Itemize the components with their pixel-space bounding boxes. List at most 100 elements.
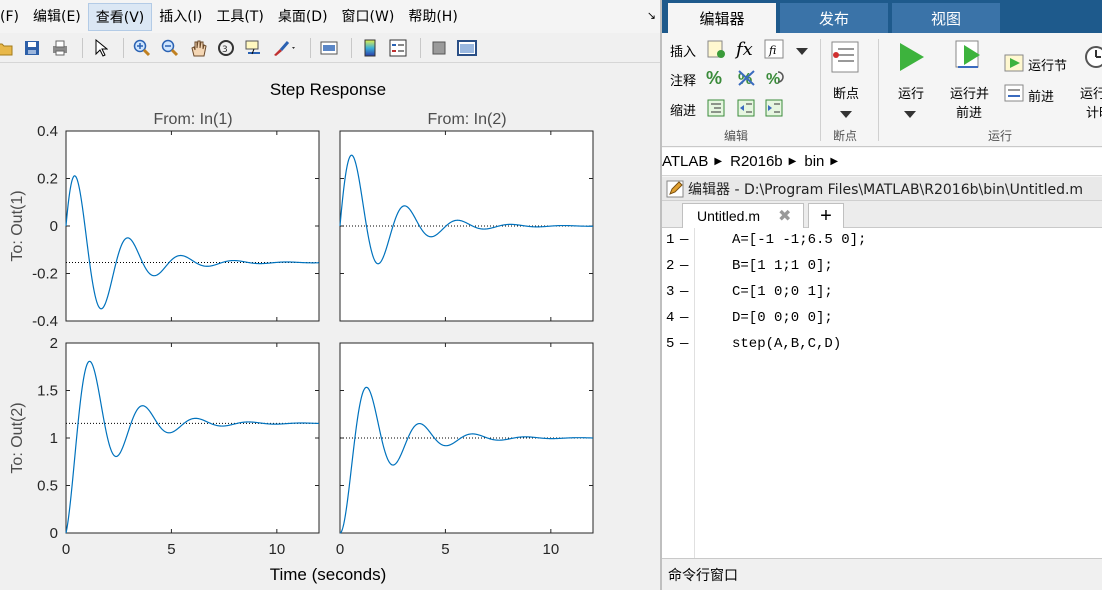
open-file-icon[interactable] <box>0 36 16 60</box>
line-number: 5 <box>666 336 675 352</box>
run-advance-label-2[interactable]: 前进 <box>956 106 983 121</box>
link-plot-icon[interactable] <box>317 36 341 60</box>
save-icon[interactable] <box>20 36 44 60</box>
new-tab-button[interactable]: + <box>808 203 844 228</box>
breakpoints-icon[interactable] <box>830 41 860 78</box>
run-advance-label-1[interactable]: 运行并 <box>950 87 990 102</box>
tab-editor[interactable]: 编辑器 <box>668 3 776 33</box>
dock-arrow-icon[interactable]: ↘ <box>646 9 656 22</box>
rotate-3d-icon[interactable]: 3 <box>214 36 238 60</box>
insert-label[interactable]: 插入 <box>670 45 697 60</box>
svg-text:fi: fi <box>768 44 776 57</box>
smart-indent-icon[interactable] <box>706 98 726 123</box>
breadcrumb-arrow-icon[interactable]: ▶ <box>830 156 839 167</box>
svg-text:3: 3 <box>222 45 228 55</box>
run-timed-label-1[interactable]: 运行 <box>1080 87 1102 102</box>
show-plot-tools-icon[interactable] <box>455 36 479 60</box>
ribbon: 插入 fx fi 注释 % % % 缩进 编辑 断点 断点 运行 <box>662 33 1102 147</box>
line-number: 4 <box>666 310 675 326</box>
breakpoint-dash[interactable]: — <box>680 232 689 248</box>
code-line[interactable]: C=[1 0;0 1]; <box>732 284 833 300</box>
code-editor[interactable]: 1 — 2 — 3 — 4 — 5 — A=[-1 -1;6.5 0]; B=[1 1;1 0]; C… <box>662 228 1102 558</box>
print-icon[interactable] <box>48 36 72 60</box>
uncomment-icon[interactable]: % <box>736 68 758 93</box>
toolbar-separator <box>310 37 311 58</box>
toolbar-separator <box>123 37 124 58</box>
wrap-comment-icon[interactable]: % <box>764 68 786 93</box>
decrease-indent-icon[interactable] <box>736 98 756 123</box>
breakpoint-dash[interactable]: — <box>680 258 689 274</box>
y-tick-label: 0.2 <box>37 171 58 188</box>
run-dropdown-icon[interactable] <box>904 106 916 124</box>
x-axis-label: Time (seconds) <box>270 565 387 584</box>
zoom-in-icon[interactable] <box>130 36 154 60</box>
code-line[interactable]: step(A,B,C,D) <box>732 336 842 352</box>
tab-view[interactable]: 视图 <box>892 3 1000 33</box>
menu-help[interactable]: 帮助(H) <box>408 8 458 25</box>
run-icon[interactable] <box>896 41 926 78</box>
insert-icon[interactable] <box>706 39 726 64</box>
run-and-advance-icon[interactable] <box>954 39 984 76</box>
breakpoint-dash[interactable]: — <box>680 284 689 300</box>
fx-icon[interactable]: fx <box>736 39 753 60</box>
breadcrumb-arrow-icon: ▶ <box>788 156 797 167</box>
function-icon[interactable]: fi <box>764 39 786 64</box>
run-section-icon[interactable] <box>1004 53 1026 78</box>
hide-plot-tools-icon[interactable] <box>427 36 451 60</box>
close-tab-icon[interactable]: ✖ <box>778 208 792 225</box>
row-label-out1: To: Out(1) <box>9 190 26 261</box>
code-line[interactable]: A=[-1 -1;6.5 0]; <box>732 232 867 248</box>
pan-hand-icon[interactable] <box>186 36 210 60</box>
pointer-icon[interactable] <box>89 36 113 60</box>
menu-tools[interactable]: 工具(T) <box>216 8 264 25</box>
breakpoint-dash[interactable]: — <box>680 336 689 352</box>
step-response-plot[interactable]: Step Response From: In(1) From: In(2) To… <box>0 64 660 590</box>
comment-percent-icon[interactable]: % <box>706 68 723 88</box>
menu-window[interactable]: 窗口(W) <box>341 8 395 25</box>
x-tick-label: 10 <box>542 541 559 558</box>
menu-file[interactable]: (F) <box>0 8 19 25</box>
figure-canvas[interactable]: Step Response From: In(1) From: In(2) To… <box>0 64 660 590</box>
tab-untitled-m[interactable]: Untitled.m ✖ <box>682 203 804 228</box>
colorbar-icon[interactable] <box>358 36 382 60</box>
data-cursor-icon[interactable] <box>242 36 266 60</box>
code-line[interactable]: D=[0 0;0 0]; <box>732 310 833 326</box>
menu-insert[interactable]: 插入(I) <box>159 8 203 25</box>
dropdown-arrow-icon[interactable] <box>796 43 808 61</box>
menu-view[interactable]: 查看(V) <box>87 2 153 31</box>
breadcrumb: ATLAB ▶ R2016b ▶ bin ▶ <box>662 148 1102 176</box>
x-tick-label: 5 <box>167 541 175 558</box>
increase-indent-icon[interactable] <box>764 98 784 123</box>
breadcrumb-item-r2016b[interactable]: R2016b <box>730 153 783 170</box>
file-tab-label: Untitled.m <box>697 208 761 224</box>
toolbar-separator <box>82 37 83 58</box>
breakpoints-dropdown-icon[interactable] <box>840 106 852 124</box>
response-curve <box>65 175 319 310</box>
y-tick-label: 0 <box>50 218 58 235</box>
advance-icon[interactable] <box>1004 83 1026 108</box>
run-timed-label-2[interactable]: 计时 <box>1086 106 1102 121</box>
indent-label[interactable]: 缩进 <box>670 104 697 119</box>
menu-edit[interactable]: 编辑(E) <box>32 8 81 25</box>
breakpoints-label[interactable]: 断点 <box>833 87 860 102</box>
axes-box <box>65 130 320 322</box>
command-window-header[interactable]: 命令行窗口 <box>662 558 1102 590</box>
zoom-out-icon[interactable] <box>158 36 182 60</box>
advance-label[interactable]: 前进 <box>1028 90 1055 105</box>
breadcrumb-item-bin[interactable]: bin <box>804 153 825 170</box>
breakpoint-dash[interactable]: — <box>680 310 689 326</box>
run-section-label[interactable]: 运行节 <box>1028 59 1068 74</box>
run-label[interactable]: 运行 <box>898 87 925 102</box>
comment-label[interactable]: 注释 <box>670 74 697 89</box>
run-and-time-icon[interactable] <box>1082 41 1102 78</box>
command-window-label: 命令行窗口 <box>668 567 738 584</box>
breadcrumb-item-matlab[interactable]: ATLAB <box>662 153 709 170</box>
breakpoints-group-label: 断点 <box>833 129 858 143</box>
menu-desktop[interactable]: 桌面(D) <box>277 8 328 25</box>
tab-publish[interactable]: 发布 <box>780 3 888 33</box>
x-tick-label: 10 <box>268 541 285 558</box>
subplot-4: 0 5 10 <box>336 342 594 558</box>
legend-icon[interactable] <box>386 36 410 60</box>
brush-icon[interactable] <box>270 36 300 60</box>
code-line[interactable]: B=[1 1;1 0]; <box>732 258 833 274</box>
